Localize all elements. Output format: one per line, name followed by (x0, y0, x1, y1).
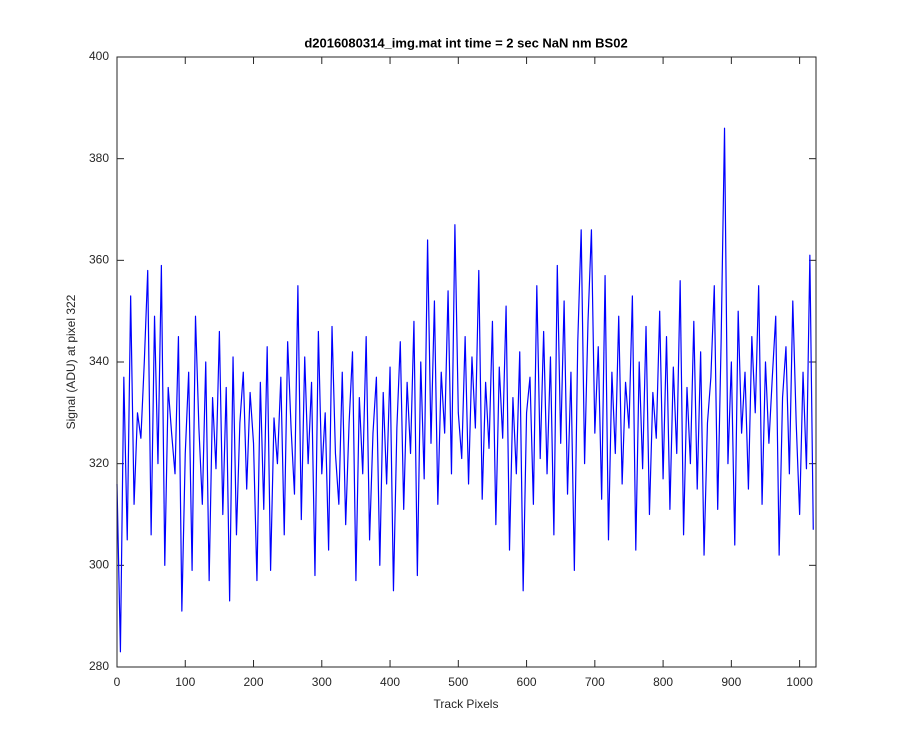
x-tick-label: 900 (721, 675, 741, 689)
plot-area: 0 100 200 300 400 500 600 700 800 900 1000 280 300 32… (89, 49, 816, 689)
axes-box (116, 56, 817, 668)
x-tick-label: 400 (380, 675, 400, 689)
x-tick-label: 700 (585, 675, 605, 689)
x-tick-label: 500 (448, 675, 468, 689)
x-tick-label: 1000 (786, 675, 813, 689)
y-tick-label: 340 (89, 354, 109, 368)
x-tick-label: 600 (517, 675, 537, 689)
x-tick-label: 800 (653, 675, 673, 689)
y-tick-label: 400 (89, 49, 109, 63)
x-tick-label: 200 (244, 675, 264, 689)
chart-title: d2016080314_img.mat int time = 2 sec NaN… (304, 35, 627, 50)
y-tick-label: 280 (89, 659, 109, 673)
x-axis-label: Track Pixels (434, 697, 499, 711)
y-axis-label: Signal (ADU) at pixel 322 (64, 294, 78, 429)
x-tick-label: 0 (114, 675, 121, 689)
x-tick-label: 100 (175, 675, 195, 689)
y-tick-label: 320 (89, 456, 109, 470)
y-tick-label: 360 (89, 253, 109, 267)
y-tick-label: 300 (89, 558, 109, 572)
x-tick-label: 300 (312, 675, 332, 689)
y-tick-label: 380 (89, 151, 109, 165)
data-line (116, 127, 814, 653)
